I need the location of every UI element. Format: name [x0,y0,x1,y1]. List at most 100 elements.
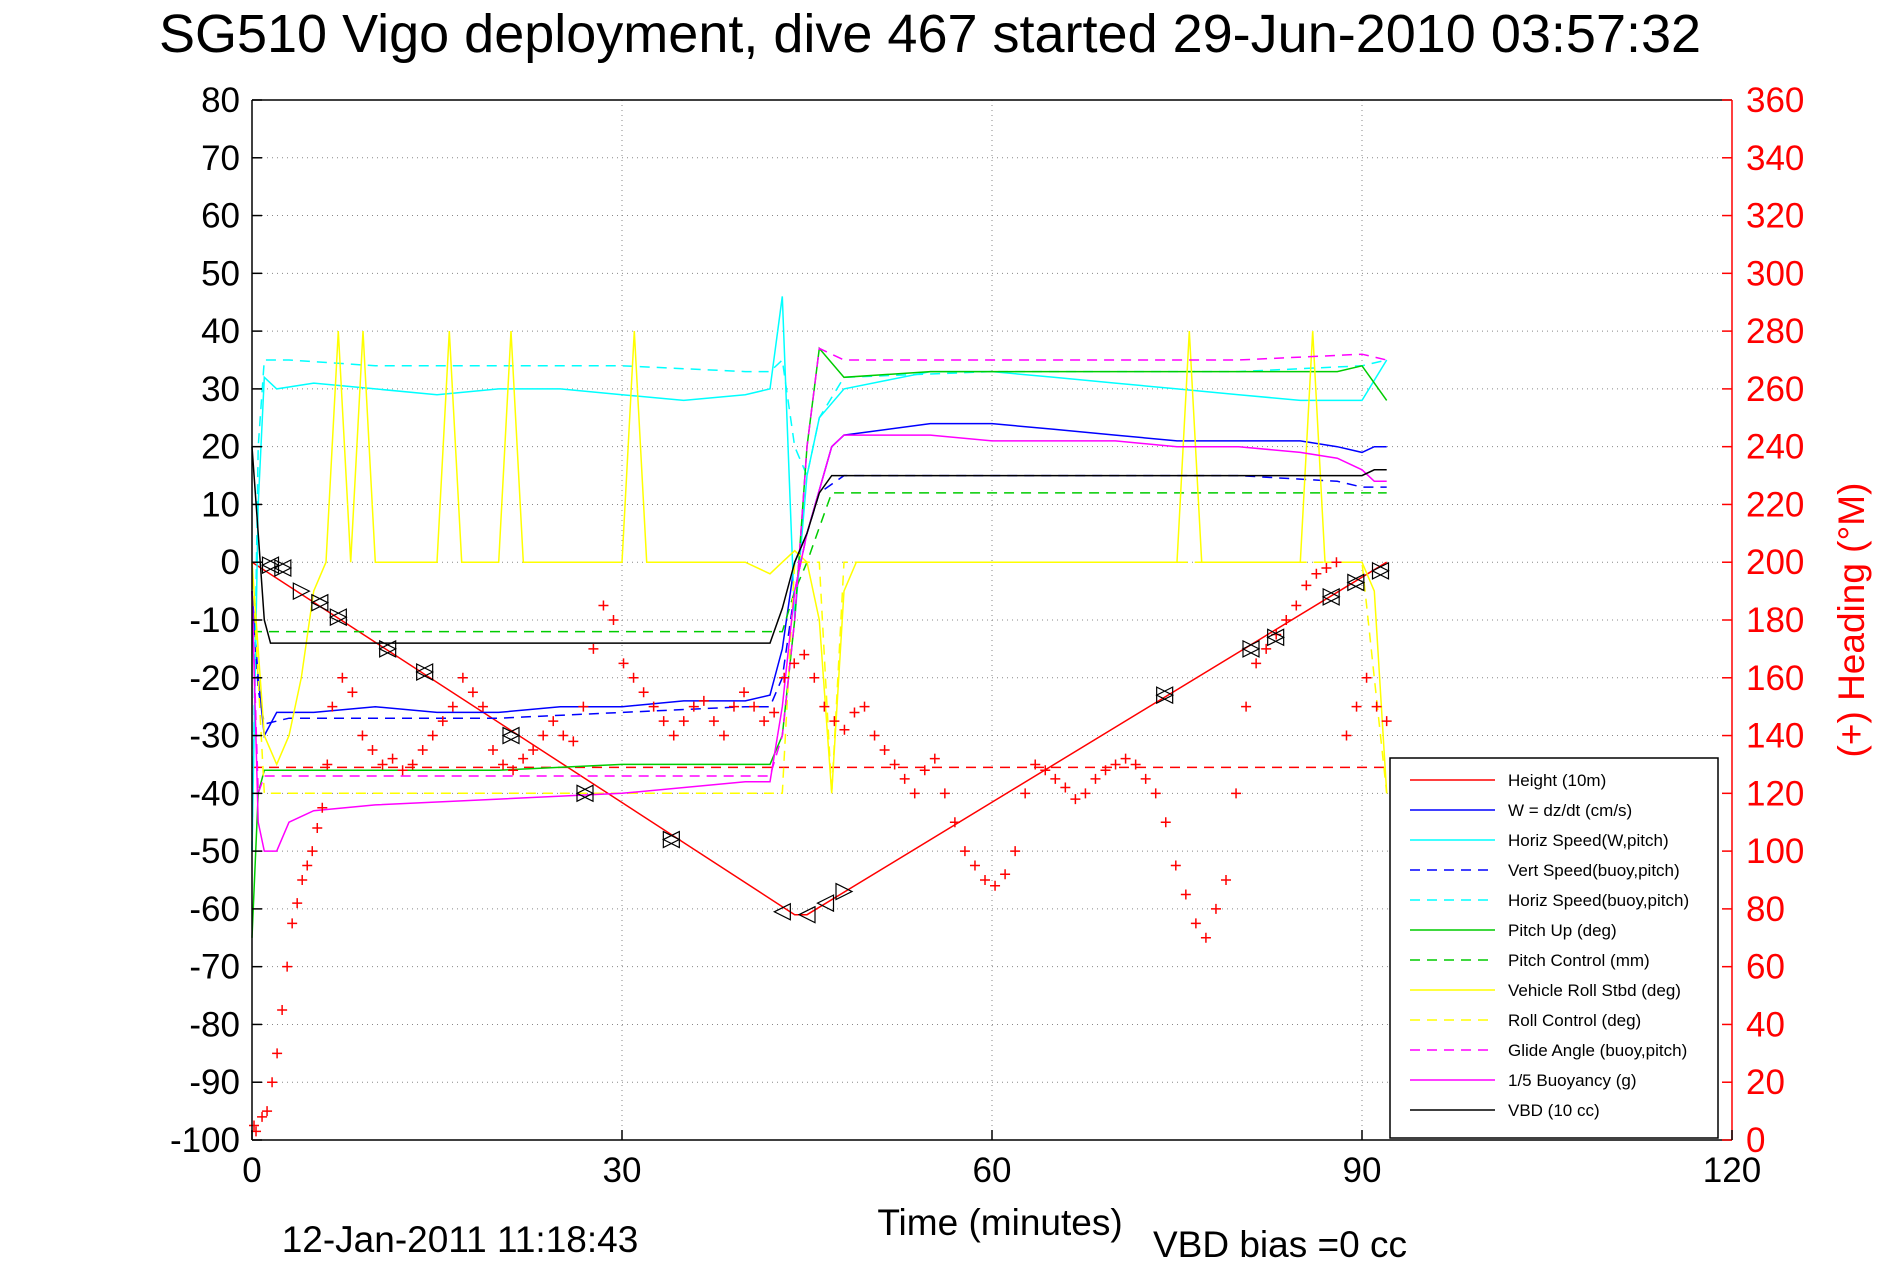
heading-point [980,875,991,885]
heading-point [528,745,539,755]
heading-point [678,716,689,727]
heading-point [899,773,910,784]
heading-point [312,823,323,833]
heading-point [688,701,699,712]
x-axis-label: Time (minutes) [877,1202,1122,1243]
y-axis-right-ticks: 3603403203002802602402202001801601401201… [1722,81,1804,1160]
legend-label: Height (10m) [1508,771,1606,790]
marker-triangle-left [1241,639,1260,658]
heading-point [1200,932,1211,943]
heading-point [1020,788,1031,799]
x-tick-label: 60 [973,1151,1012,1190]
legend-label: Horiz Speed(buoy,pitch) [1508,891,1689,910]
y-right-tick-label: 160 [1746,659,1804,698]
heading-point [257,1111,268,1122]
heading-point [618,658,629,669]
heading-point [367,745,378,755]
footer-note: VBD bias =0 cc [1153,1224,1407,1262]
heading-point [789,658,800,669]
heading-point [1301,580,1312,591]
y-right-tick-label: 360 [1746,81,1804,120]
heading-point [417,745,428,755]
y-right-tick-label: 100 [1746,832,1804,871]
y-right-tick-label: 180 [1746,601,1804,640]
heading-point [859,701,870,712]
heading-point [869,730,880,741]
heading-point [1180,889,1191,900]
heading-point [548,716,559,727]
legend-label: Pitch Control (mm) [1508,951,1650,970]
y-right-tick-label: 140 [1746,717,1804,756]
heading-point [1080,788,1091,799]
legend-label: W = dz/dt (cm/s) [1508,801,1632,820]
marker-triangle-left [261,556,280,575]
heading-point [718,730,729,741]
heading-point [698,695,709,706]
y-right-tick-label: 340 [1746,139,1804,178]
y-right-tick-label: 300 [1746,254,1804,293]
y-axis-left-ticks: 80 70 60 50 40 30 20 10 0 -10 -20 -30 -40 -50 -60 -70 -8… [170,81,262,1160]
heading-point [638,687,649,698]
y-right-tick-label: 0 [1746,1121,1765,1160]
y-tick-label: 50 [201,254,240,293]
heading-point [508,765,519,776]
heading-point [1110,759,1121,770]
series-line-9 [251,347,1387,794]
heading-point [749,701,760,712]
heading-point [447,701,458,712]
heading-point [829,716,840,727]
y-right-tick-label: 20 [1746,1063,1785,1102]
marker-triangle-left [575,784,594,803]
heading-point [1371,701,1382,712]
y-right-tick-label: 40 [1746,1005,1785,1044]
heading-point [799,649,810,660]
legend-label: Glide Angle (buoy,pitch) [1508,1041,1687,1060]
heading-point [578,701,589,712]
heading-point [407,759,418,770]
marker-triangle-left [797,905,816,924]
legend-label: Roll Control (deg) [1508,1011,1641,1030]
x-tick-label: 0 [242,1151,261,1190]
y-tick-label: -50 [189,832,240,871]
heading-point [558,730,569,741]
y-tick-label: -80 [189,1005,240,1044]
heading-point [377,759,388,770]
series-layer [251,296,1393,938]
y-tick-label: 0 [221,543,240,582]
heading-point [397,765,408,776]
heading-point [518,753,529,764]
y-tick-label: 30 [201,370,240,409]
heading-point [568,736,579,747]
y-tick-label: -70 [189,948,240,987]
heading-point [1210,903,1221,914]
marker-triangle-left [273,559,292,577]
heading-point [1130,759,1141,770]
heading-point [297,875,308,885]
legend-label: Vehicle Roll Stbd (deg) [1508,981,1681,1000]
heading-point [628,672,639,683]
marker-triangle-left [310,593,329,612]
heading-point [598,600,609,611]
heading-point [487,745,498,755]
y-right-tick-label: 80 [1746,890,1785,929]
y-right-tick-label: 120 [1746,774,1804,813]
y-tick-label: 60 [201,197,240,236]
heading-point [648,701,659,712]
heading-point [1291,600,1302,611]
marker-triangle-left [501,726,520,745]
marker-triangle-left [415,663,434,681]
marker-triangle-left [661,830,680,849]
series-line-4 [251,358,1387,852]
legend-label: 1/5 Buoyancy (g) [1508,1071,1637,1090]
y-tick-label: -20 [189,659,240,698]
heading-point [668,730,679,741]
marker-triangle-left [1371,561,1390,580]
y-tick-label: -40 [189,774,240,813]
legend-label: Pitch Up (deg) [1508,921,1617,940]
heading-point [839,724,850,735]
heading-point [1311,568,1322,579]
heading-point [819,701,830,712]
heading-point [477,701,488,712]
heading-point [337,672,348,683]
